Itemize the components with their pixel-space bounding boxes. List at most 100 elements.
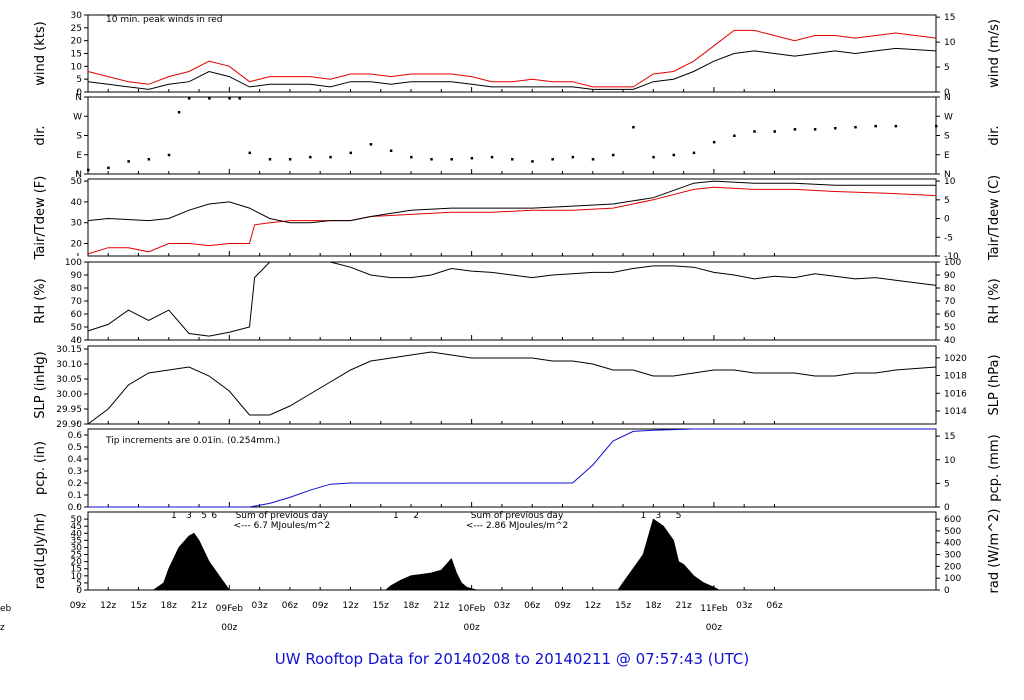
y-tick-label: 10 xyxy=(71,572,83,582)
y-axis-label: dir. xyxy=(33,125,48,145)
y-tick-label-right: 15 xyxy=(944,13,955,23)
y-tick-label-right: N xyxy=(944,93,951,103)
y-tick-label: 0.4 xyxy=(68,455,83,465)
x-tick-label: 15z xyxy=(373,601,389,611)
x-tick-label: 18z xyxy=(645,601,661,611)
x-tick-label: 15z xyxy=(615,601,631,611)
y-axis-label-right: Tair/Tdew (C) xyxy=(987,175,1002,261)
y-axis-label-right: pcp. (mm) xyxy=(987,434,1002,501)
y-tick-label-right: 100 xyxy=(944,574,961,584)
y-tick-label: N xyxy=(75,170,82,180)
y-tick-label: 15 xyxy=(71,50,82,60)
panel-frame-pcp xyxy=(87,428,937,508)
y-tick-label-right: 1020 xyxy=(944,354,967,364)
x-tick-label: 12z xyxy=(342,601,358,611)
y-tick-label: 10 xyxy=(71,62,83,72)
direction-point xyxy=(551,158,554,161)
direction-point xyxy=(470,156,474,160)
radiation-sum-label: Sum of previous day xyxy=(471,511,564,521)
rh-line xyxy=(87,261,937,337)
y-tick-label-right: 300 xyxy=(944,551,961,561)
wind-annotation: 10 min. peak winds in red xyxy=(106,15,223,25)
direction-point xyxy=(773,130,776,133)
direction-point xyxy=(672,153,676,157)
sun-hour-label: 6 xyxy=(211,511,217,521)
sun-hour-label: 5 xyxy=(676,511,682,521)
x-tick-label: 09z xyxy=(554,601,570,611)
x-tick-label: 12z xyxy=(585,601,601,611)
y-tick-label-right: 10 xyxy=(944,177,956,187)
y-tick-label-right: 100 xyxy=(944,258,961,268)
y-tick-label: 60 xyxy=(71,310,83,320)
direction-point xyxy=(733,134,736,137)
panel-frame-slp xyxy=(87,345,937,425)
y-tick-label-right: W xyxy=(944,112,953,122)
chart-title: UW Rooftop Data for 20140208 to 20140211… xyxy=(274,650,750,668)
x-date-label: 09Feb xyxy=(216,604,244,614)
direction-point xyxy=(854,125,857,129)
y-tick-label: 30.15 xyxy=(56,345,82,355)
y-tick-label: 30.00 xyxy=(56,390,82,400)
y-tick-label-right: 15 xyxy=(944,432,955,442)
y-axis-label-right: wind (m/s) xyxy=(987,19,1002,88)
y-tick-label: 50 xyxy=(71,177,83,187)
radiation-sum-value: <--- 6.7 MJoules/m^2 xyxy=(233,521,330,531)
slp-line xyxy=(87,351,937,425)
radiation-area xyxy=(152,518,720,591)
y-tick-label: 80 xyxy=(71,284,83,294)
x-tick-label: 15z xyxy=(130,601,146,611)
direction-point xyxy=(228,97,231,100)
y-tick-label-right: 400 xyxy=(944,539,961,549)
y-tick-label: S xyxy=(76,132,82,142)
y-tick-label-right: 70 xyxy=(944,297,956,307)
y-tick-label: 70 xyxy=(71,297,83,307)
y-tick-label-right: 50 xyxy=(944,323,956,333)
direction-point xyxy=(894,124,898,128)
direction-point xyxy=(288,158,292,161)
y-tick-label-right: 90 xyxy=(944,271,956,281)
y-axis-label-right: dir. xyxy=(987,125,1002,145)
y-tick-label: 100 xyxy=(65,258,82,268)
y-tick-label-right: 1018 xyxy=(944,372,967,382)
y-tick-label-right: 5 xyxy=(944,479,950,489)
direction-point xyxy=(349,151,352,155)
direction-point xyxy=(531,160,534,163)
y-tick-label: 30 xyxy=(71,11,83,21)
y-tick-label-right: 0 xyxy=(944,88,950,98)
direction-point xyxy=(753,130,756,133)
direction-point xyxy=(793,128,797,131)
x-tick-label: 06z xyxy=(766,601,782,611)
x-tick-label: 03z xyxy=(736,601,752,611)
y-tick-label-right: 600 xyxy=(944,515,961,525)
direction-point xyxy=(834,127,837,130)
direction-point xyxy=(127,160,130,163)
direction-point xyxy=(248,151,252,155)
y-tick-label-right: S xyxy=(944,132,950,142)
y-axis-label-right: SLP (hPa) xyxy=(987,354,1002,415)
y-tick-label: 0.5 xyxy=(68,443,82,453)
y-tick-label: 45 xyxy=(71,522,82,532)
direction-point xyxy=(177,110,181,114)
x-tick-label: 06z xyxy=(282,601,298,611)
x-date-time-label: 00z xyxy=(706,623,722,633)
direction-point xyxy=(611,153,615,157)
panel-frame-wind xyxy=(87,14,937,93)
direction-point xyxy=(238,97,241,100)
direction-point xyxy=(935,124,938,128)
y-tick-label-right: 10 xyxy=(944,38,956,48)
y-tick-label: 35 xyxy=(71,536,82,546)
x-tick-label: 09z xyxy=(312,601,328,611)
y-tick-label-right: 40 xyxy=(944,336,956,346)
y-tick-label: 0.1 xyxy=(68,491,82,501)
y-tick-label-right: 0 xyxy=(944,586,950,596)
y-tick-label-right: 5 xyxy=(944,63,950,73)
panel-frame-rh xyxy=(87,261,937,341)
direction-point xyxy=(389,149,393,152)
sun-hour-label: 1 xyxy=(640,511,646,521)
direction-point xyxy=(410,155,413,159)
y-tick-label: 50 xyxy=(71,323,83,333)
direction-point xyxy=(430,158,433,161)
y-axis-label: rad(Lgly/hr) xyxy=(33,513,48,589)
x-tick-label: 21z xyxy=(676,601,692,611)
y-tick-label-right: 1016 xyxy=(944,389,967,399)
